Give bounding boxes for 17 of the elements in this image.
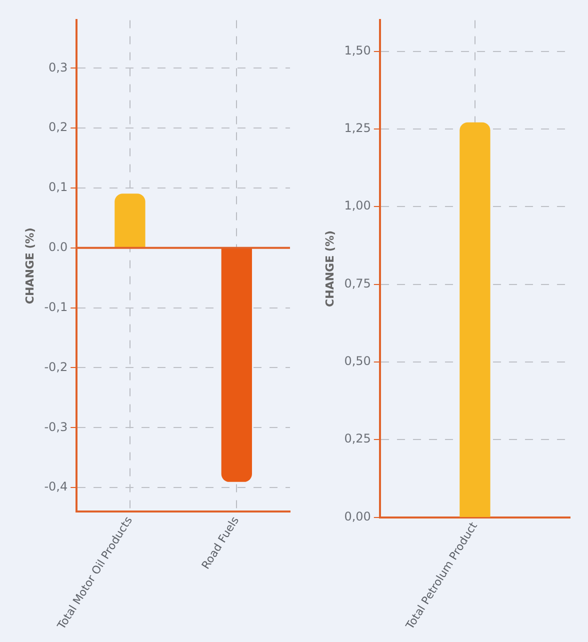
y-tick-label: -0,4 [44, 480, 68, 494]
y-tick-label: -0,2 [44, 360, 68, 374]
y-tick-label: 0,75 [344, 276, 371, 290]
y-axis-title: CHANGE (%) [23, 228, 36, 304]
y-tick-label: 0.0 [48, 240, 68, 254]
y-tick-label: 1,00 [344, 198, 371, 213]
y-tick-label: 0,25 [344, 432, 371, 446]
y-tick-label: 0,00 [344, 509, 371, 524]
y-tick-label: 0,1 [48, 180, 68, 194]
y-tick-label: 1,50 [344, 43, 371, 58]
y-tick-label: 1,25 [344, 121, 371, 136]
y-tick-label: 0,3 [48, 60, 68, 74]
y-tick-label: 0,50 [344, 354, 371, 368]
y-tick-label: -0,3 [44, 420, 68, 434]
y-axis-title: CHANGE (%) [323, 230, 336, 307]
y-tick-label: 0,2 [48, 120, 68, 134]
y-tick-label: -0,1 [44, 300, 68, 314]
